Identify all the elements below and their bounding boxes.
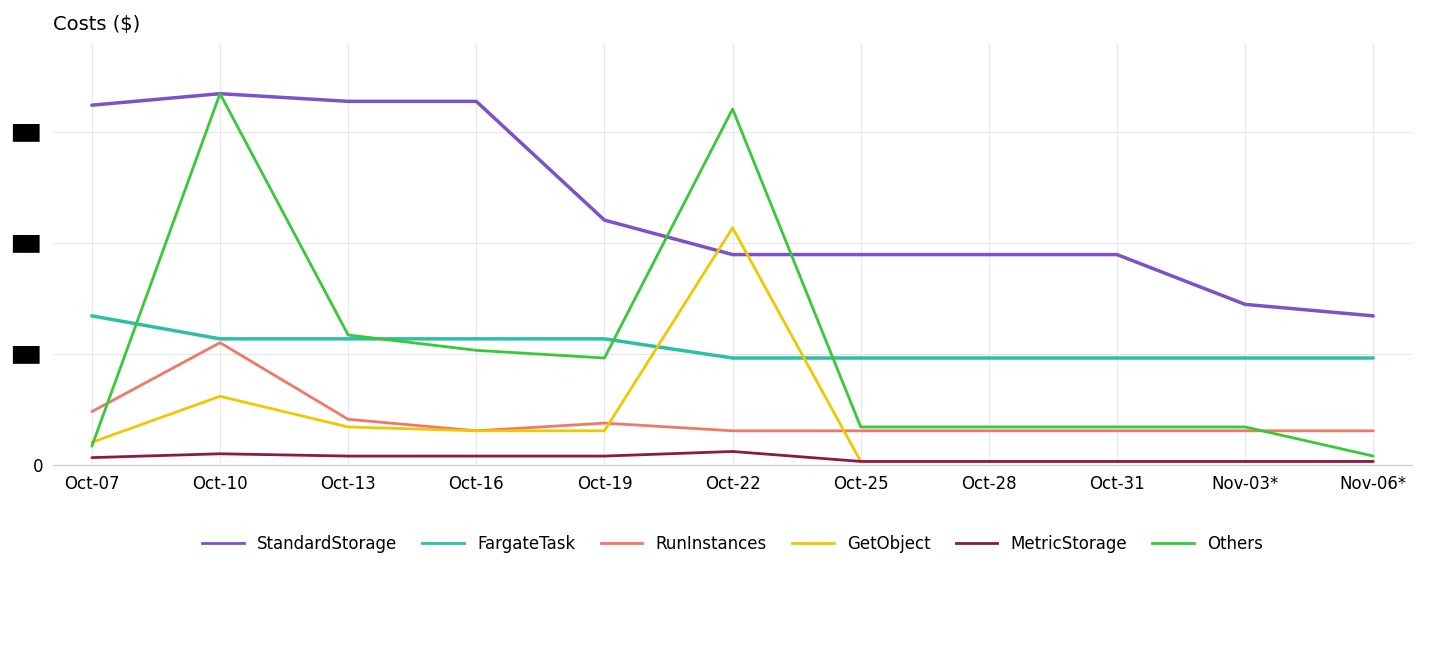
Others <box>725 105 742 113</box>
Others <box>980 423 997 431</box>
MetricStorage <box>211 450 229 458</box>
FargateTask <box>211 335 229 343</box>
FargateTask <box>340 335 357 343</box>
MetricStorage <box>1236 458 1253 465</box>
FargateTask <box>980 354 997 362</box>
GetObject <box>1236 458 1253 465</box>
MetricStorage <box>83 454 100 462</box>
GetObject <box>1109 458 1126 465</box>
RunInstances <box>980 427 997 435</box>
Line: StandardStorage: StandardStorage <box>91 94 1373 316</box>
RunInstances <box>211 339 229 346</box>
RunInstances <box>1365 427 1382 435</box>
FargateTask <box>852 354 869 362</box>
RunInstances <box>1109 427 1126 435</box>
GetObject <box>467 427 484 435</box>
Others <box>211 90 229 97</box>
RunInstances <box>725 427 742 435</box>
RunInstances <box>1236 427 1253 435</box>
StandardStorage <box>83 101 100 109</box>
Text: ███: ███ <box>13 234 40 252</box>
StandardStorage <box>1365 312 1382 320</box>
Line: GetObject: GetObject <box>91 227 1373 462</box>
FargateTask <box>725 354 742 362</box>
StandardStorage <box>467 98 484 105</box>
MetricStorage <box>852 458 869 465</box>
GetObject <box>596 427 613 435</box>
Line: MetricStorage: MetricStorage <box>91 452 1373 461</box>
Legend: StandardStorage, FargateTask, RunInstances, GetObject, MetricStorage, Others: StandardStorage, FargateTask, RunInstanc… <box>196 528 1270 560</box>
MetricStorage <box>725 448 742 456</box>
RunInstances <box>596 419 613 427</box>
Line: Others: Others <box>91 94 1373 456</box>
Others <box>467 346 484 354</box>
Others <box>1365 452 1382 460</box>
GetObject <box>340 423 357 431</box>
MetricStorage <box>1365 458 1382 465</box>
MetricStorage <box>596 452 613 460</box>
GetObject <box>83 438 100 446</box>
GetObject <box>980 458 997 465</box>
Others <box>1236 423 1253 431</box>
Line: RunInstances: RunInstances <box>91 343 1373 431</box>
RunInstances <box>852 427 869 435</box>
Others <box>83 442 100 450</box>
GetObject <box>852 458 869 465</box>
FargateTask <box>1365 354 1382 362</box>
StandardStorage <box>1109 251 1126 259</box>
Others <box>852 423 869 431</box>
MetricStorage <box>980 458 997 465</box>
StandardStorage <box>211 90 229 97</box>
FargateTask <box>83 312 100 320</box>
FargateTask <box>1109 354 1126 362</box>
Others <box>1109 423 1126 431</box>
FargateTask <box>1236 354 1253 362</box>
MetricStorage <box>340 452 357 460</box>
StandardStorage <box>852 251 869 259</box>
Line: FargateTask: FargateTask <box>91 316 1373 358</box>
GetObject <box>1365 458 1382 465</box>
Others <box>340 331 357 339</box>
StandardStorage <box>596 216 613 224</box>
RunInstances <box>340 415 357 423</box>
Text: ███: ███ <box>13 345 40 363</box>
RunInstances <box>83 408 100 415</box>
MetricStorage <box>1109 458 1126 465</box>
Text: Costs ($): Costs ($) <box>53 15 140 34</box>
GetObject <box>725 224 742 231</box>
StandardStorage <box>725 251 742 259</box>
FargateTask <box>596 335 613 343</box>
Others <box>596 354 613 362</box>
FargateTask <box>467 335 484 343</box>
MetricStorage <box>467 452 484 460</box>
StandardStorage <box>1236 300 1253 308</box>
RunInstances <box>467 427 484 435</box>
StandardStorage <box>340 98 357 105</box>
GetObject <box>211 393 229 400</box>
StandardStorage <box>980 251 997 259</box>
Text: ███: ███ <box>13 123 40 141</box>
